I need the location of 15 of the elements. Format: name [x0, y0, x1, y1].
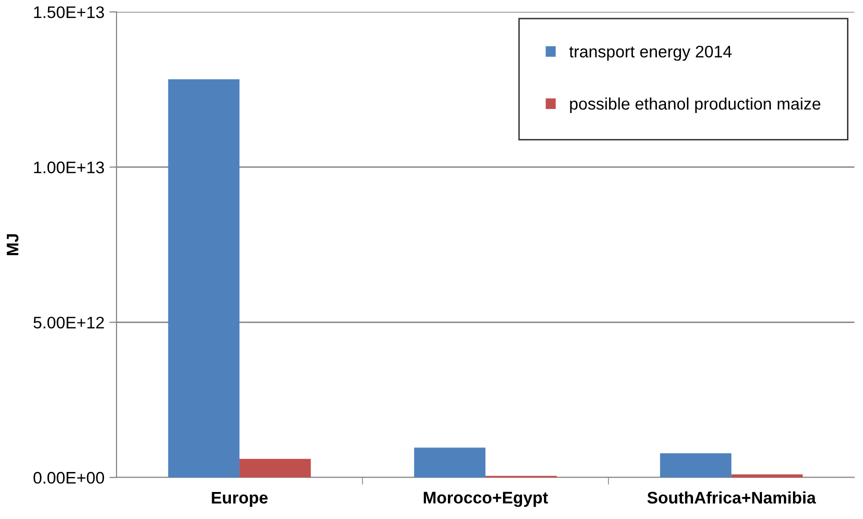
- y-axis-title: MJ: [6, 234, 18, 256]
- y-tick-label: 5.00E+12: [34, 316, 104, 328]
- legend-label: possible ethanol production maize: [570, 97, 820, 114]
- y-tick-label: 1.00E+13: [34, 162, 104, 174]
- x-tick-label: SouthAfrica+Namibia: [647, 491, 816, 504]
- y-tick-label: 1.50E+13: [34, 6, 104, 18]
- bar: [660, 453, 732, 478]
- bar: [731, 474, 803, 478]
- legend-label: transport energy 2014: [569, 46, 732, 61]
- bar: [168, 79, 240, 478]
- x-tick-label: Morocco+Egypt: [424, 492, 548, 507]
- y-tick-label: 0.00E+00: [34, 472, 104, 484]
- x-tick-label: Europe: [212, 492, 268, 507]
- bar: [239, 458, 311, 478]
- bar: [414, 448, 486, 478]
